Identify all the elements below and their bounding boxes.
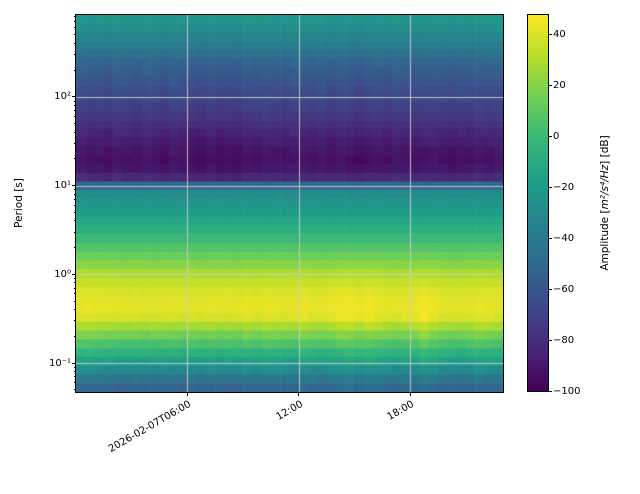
y-minor-tick <box>74 16 76 18</box>
spectrogram-figure: Period [s] Amplitude [m²/s⁴/Hz] [dB] 10²… <box>13 14 611 455</box>
y-minor-tick <box>74 293 76 295</box>
y-tick-label: 10⁰ <box>54 268 71 280</box>
colorbar-tick <box>548 33 552 35</box>
y-minor-tick <box>74 277 76 279</box>
x-major-tick <box>186 392 188 396</box>
y-minor-tick <box>74 110 76 112</box>
y-minor-tick <box>74 142 76 144</box>
colorbar-tick <box>548 288 552 290</box>
y-minor-tick <box>74 389 76 391</box>
y-minor-tick <box>74 21 76 23</box>
y-major-tick <box>72 273 76 275</box>
colorbar-tick-label: 20 <box>553 79 566 91</box>
y-minor-tick <box>74 193 76 195</box>
y-minor-tick <box>74 371 76 373</box>
y-minor-tick <box>74 34 76 36</box>
colorbar-tick-label: −80 <box>553 334 575 346</box>
colorbar-tick-label: 0 <box>553 130 560 142</box>
y-tick-label: 10¹ <box>54 180 71 192</box>
y-minor-tick <box>74 320 76 322</box>
x-major-tick <box>409 392 411 396</box>
colorbar-tick <box>548 135 552 137</box>
y-minor-tick <box>74 300 76 302</box>
y-minor-tick <box>74 231 76 233</box>
colorbar-label-suffix: ] [dB] <box>599 135 611 165</box>
y-minor-tick <box>74 282 76 284</box>
colorbar-gradient <box>528 15 548 391</box>
y-minor-tick <box>74 366 76 368</box>
y-tick-label: 10⁻¹ <box>48 357 71 369</box>
y-minor-tick <box>74 116 76 118</box>
y-major-tick <box>72 185 76 187</box>
y-minor-tick <box>74 69 76 71</box>
colorbar-tick-label: −60 <box>553 283 575 295</box>
y-tick-label: 10² <box>54 91 71 103</box>
x-major-tick <box>298 392 300 396</box>
y-minor-tick <box>74 198 76 200</box>
spectrogram-heatmap <box>76 15 503 392</box>
y-minor-tick <box>74 43 76 45</box>
y-minor-tick <box>74 105 76 107</box>
colorbar-tick <box>548 237 552 239</box>
colorbar <box>527 14 549 392</box>
y-minor-tick <box>74 100 76 102</box>
y-major-tick <box>72 362 76 364</box>
colorbar-tick-label: −100 <box>553 385 581 397</box>
y-minor-tick <box>74 309 76 311</box>
colorbar-tick-label: −20 <box>553 181 575 193</box>
plot-area <box>75 14 504 393</box>
y-minor-tick <box>74 204 76 206</box>
colorbar-label-units: m²/s⁴/Hz <box>599 164 611 210</box>
colorbar-tick-label: −40 <box>553 232 575 244</box>
y-minor-tick <box>74 376 76 378</box>
colorbar-label: Amplitude [m²/s⁴/Hz] [dB] <box>599 135 611 270</box>
y-axis-label: Period [s] <box>13 178 25 228</box>
y-minor-tick <box>74 287 76 289</box>
y-minor-tick <box>74 247 76 249</box>
colorbar-tick <box>548 390 552 392</box>
y-minor-tick <box>74 123 76 125</box>
y-minor-tick <box>74 211 76 213</box>
y-minor-tick <box>74 54 76 56</box>
y-minor-tick <box>74 382 76 384</box>
y-minor-tick <box>74 158 76 160</box>
y-minor-tick <box>74 27 76 29</box>
y-major-tick <box>72 96 76 98</box>
colorbar-tick <box>548 339 552 341</box>
colorbar-label-prefix: Amplitude [ <box>599 209 611 271</box>
colorbar-tick-label: 40 <box>553 28 566 40</box>
colorbar-tick <box>548 186 552 188</box>
y-minor-tick <box>74 189 76 191</box>
y-minor-tick <box>74 335 76 337</box>
y-minor-tick <box>74 220 76 222</box>
y-minor-tick <box>74 131 76 133</box>
colorbar-tick <box>548 84 552 86</box>
